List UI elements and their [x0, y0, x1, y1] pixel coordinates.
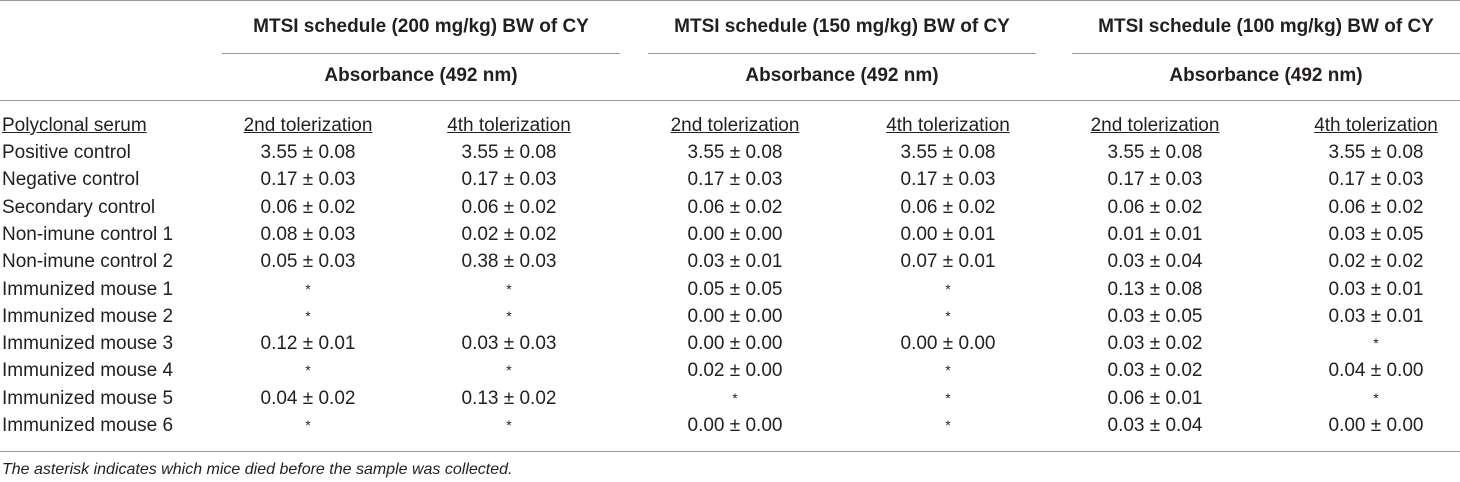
group-title: MTSI schedule (150 mg/kg) BW of CY: [674, 16, 1010, 37]
row-label: Negative control: [2, 169, 140, 190]
row-label: Secondary control: [2, 197, 156, 218]
header-rule: [0, 100, 1460, 101]
absorbance-value: *: [1373, 335, 1379, 351]
bottom-rule: [0, 451, 1460, 452]
absorbance-value: 0.06 ± 0.02: [1107, 197, 1203, 218]
absorbance-value: 0.00 ± 0.00: [687, 224, 783, 245]
absorbance-value: *: [506, 308, 512, 324]
row-label: Non-imune control 1: [2, 224, 174, 245]
row-label: Immunized mouse 2: [2, 306, 174, 327]
group-title: MTSI schedule (200 mg/kg) BW of CY: [253, 16, 589, 37]
group-title: MTSI schedule (100 mg/kg) BW of CY: [1098, 16, 1434, 37]
absorbance-value: 0.05 ± 0.03: [260, 251, 356, 272]
absorbance-value: *: [305, 362, 311, 378]
absorbance-value: 0.17 ± 0.03: [1107, 169, 1203, 190]
absorbance-value: 0.03 ± 0.05: [1328, 224, 1424, 245]
row-label: Immunized mouse 5: [2, 388, 174, 409]
group-3-rule: [1072, 53, 1460, 54]
absorbance-value: *: [945, 417, 951, 433]
absorbance-value: *: [732, 390, 738, 406]
absorbance-value: *: [945, 390, 951, 406]
absorbance-value: 0.03 ± 0.01: [687, 251, 783, 272]
table-footnote: The asterisk indicates which mice died b…: [2, 461, 513, 478]
absorbance-value: 3.55 ± 0.08: [900, 142, 996, 163]
absorbance-value: 0.02 ± 0.02: [1328, 251, 1424, 272]
column-header-tolerization: 4th tolerization: [1314, 115, 1438, 136]
absorbance-value: 0.02 ± 0.00: [687, 360, 783, 381]
absorbance-value: 0.06 ± 0.02: [900, 197, 996, 218]
absorbance-value: *: [305, 308, 311, 324]
group-subtitle: Absorbance (492 nm): [324, 65, 518, 86]
absorbance-value: 0.03 ± 0.02: [1107, 333, 1203, 354]
absorbance-value: 0.06 ± 0.02: [687, 197, 783, 218]
absorbance-value: 0.00 ± 0.00: [900, 333, 996, 354]
absorbance-value: 0.01 ± 0.01: [1107, 224, 1203, 245]
absorbance-value: 0.03 ± 0.03: [461, 333, 557, 354]
absorbance-value: 0.03 ± 0.01: [1328, 279, 1424, 300]
row-label: Positive control: [2, 142, 131, 163]
top-rule: [0, 0, 1460, 1]
absorbance-value: 0.00 ± 0.00: [1328, 415, 1424, 436]
absorbance-value: 0.05 ± 0.05: [687, 279, 783, 300]
absorbance-value: 0.06 ± 0.01: [1107, 388, 1203, 409]
absorbance-value: 0.06 ± 0.02: [260, 197, 356, 218]
group-subtitle: Absorbance (492 nm): [1169, 65, 1363, 86]
absorbance-value: 0.08 ± 0.03: [260, 224, 356, 245]
absorbance-value: 0.12 ± 0.01: [260, 333, 356, 354]
absorbance-value: 3.55 ± 0.08: [260, 142, 356, 163]
row-label: Immunized mouse 6: [2, 415, 174, 436]
absorbance-value: 0.17 ± 0.03: [900, 169, 996, 190]
column-header-tolerization: 2nd tolerization: [670, 115, 800, 136]
group-2-rule: [648, 53, 1036, 54]
absorbance-value: 0.06 ± 0.02: [1328, 197, 1424, 218]
absorbance-value: 3.55 ± 0.08: [687, 142, 783, 163]
absorbance-value: 0.13 ± 0.08: [1107, 279, 1203, 300]
absorbance-value: *: [1373, 390, 1379, 406]
absorbance-value: 3.55 ± 0.08: [1107, 142, 1203, 163]
absorbance-value: 0.17 ± 0.03: [1328, 169, 1424, 190]
absorbance-value: 0.17 ± 0.03: [260, 169, 356, 190]
group-1-rule: [222, 53, 620, 54]
absorbance-value: 0.00 ± 0.00: [687, 333, 783, 354]
absorbance-value: 0.04 ± 0.02: [260, 388, 356, 409]
column-header-tolerization: 4th tolerization: [886, 115, 1010, 136]
absorbance-value: 0.03 ± 0.01: [1328, 306, 1424, 327]
column-header-serum: Polyclonal serum: [2, 115, 147, 136]
absorbance-value: *: [945, 362, 951, 378]
absorbance-value: *: [945, 308, 951, 324]
row-label: Immunized mouse 3: [2, 333, 174, 354]
absorbance-value: 0.03 ± 0.05: [1107, 306, 1203, 327]
absorbance-value: *: [945, 281, 951, 297]
absorbance-value: 0.02 ± 0.02: [461, 224, 557, 245]
absorbance-value: 0.07 ± 0.01: [900, 251, 996, 272]
group-subtitle: Absorbance (492 nm): [745, 65, 939, 86]
absorbance-value: 0.03 ± 0.02: [1107, 360, 1203, 381]
column-header-tolerization: 4th tolerization: [447, 115, 571, 136]
absorbance-value: 0.03 ± 0.04: [1107, 251, 1203, 272]
absorbance-value: 0.38 ± 0.03: [461, 251, 557, 272]
absorbance-value: 0.06 ± 0.02: [461, 197, 557, 218]
absorbance-value: *: [305, 281, 311, 297]
absorbance-value: *: [506, 362, 512, 378]
absorbance-value: 0.17 ± 0.03: [461, 169, 557, 190]
absorbance-value: 3.55 ± 0.08: [1328, 142, 1424, 163]
column-header-tolerization: 2nd tolerization: [243, 115, 373, 136]
absorbance-value: 0.17 ± 0.03: [687, 169, 783, 190]
absorbance-value: 0.00 ± 0.01: [900, 224, 996, 245]
absorbance-value: 0.13 ± 0.02: [461, 388, 557, 409]
row-label: Non-imune control 2: [2, 251, 174, 272]
absorbance-value: *: [506, 417, 512, 433]
absorbance-value: 3.55 ± 0.08: [461, 142, 557, 163]
absorbance-value: *: [506, 281, 512, 297]
column-header-tolerization: 2nd tolerization: [1090, 115, 1220, 136]
absorbance-value: 0.00 ± 0.00: [687, 306, 783, 327]
absorbance-value: 0.04 ± 0.00: [1328, 360, 1424, 381]
row-label: Immunized mouse 4: [2, 360, 174, 381]
absorbance-value: 0.00 ± 0.00: [687, 415, 783, 436]
absorbance-value: *: [305, 417, 311, 433]
row-label: Immunized mouse 1: [2, 279, 174, 300]
absorbance-value: 0.03 ± 0.04: [1107, 415, 1203, 436]
